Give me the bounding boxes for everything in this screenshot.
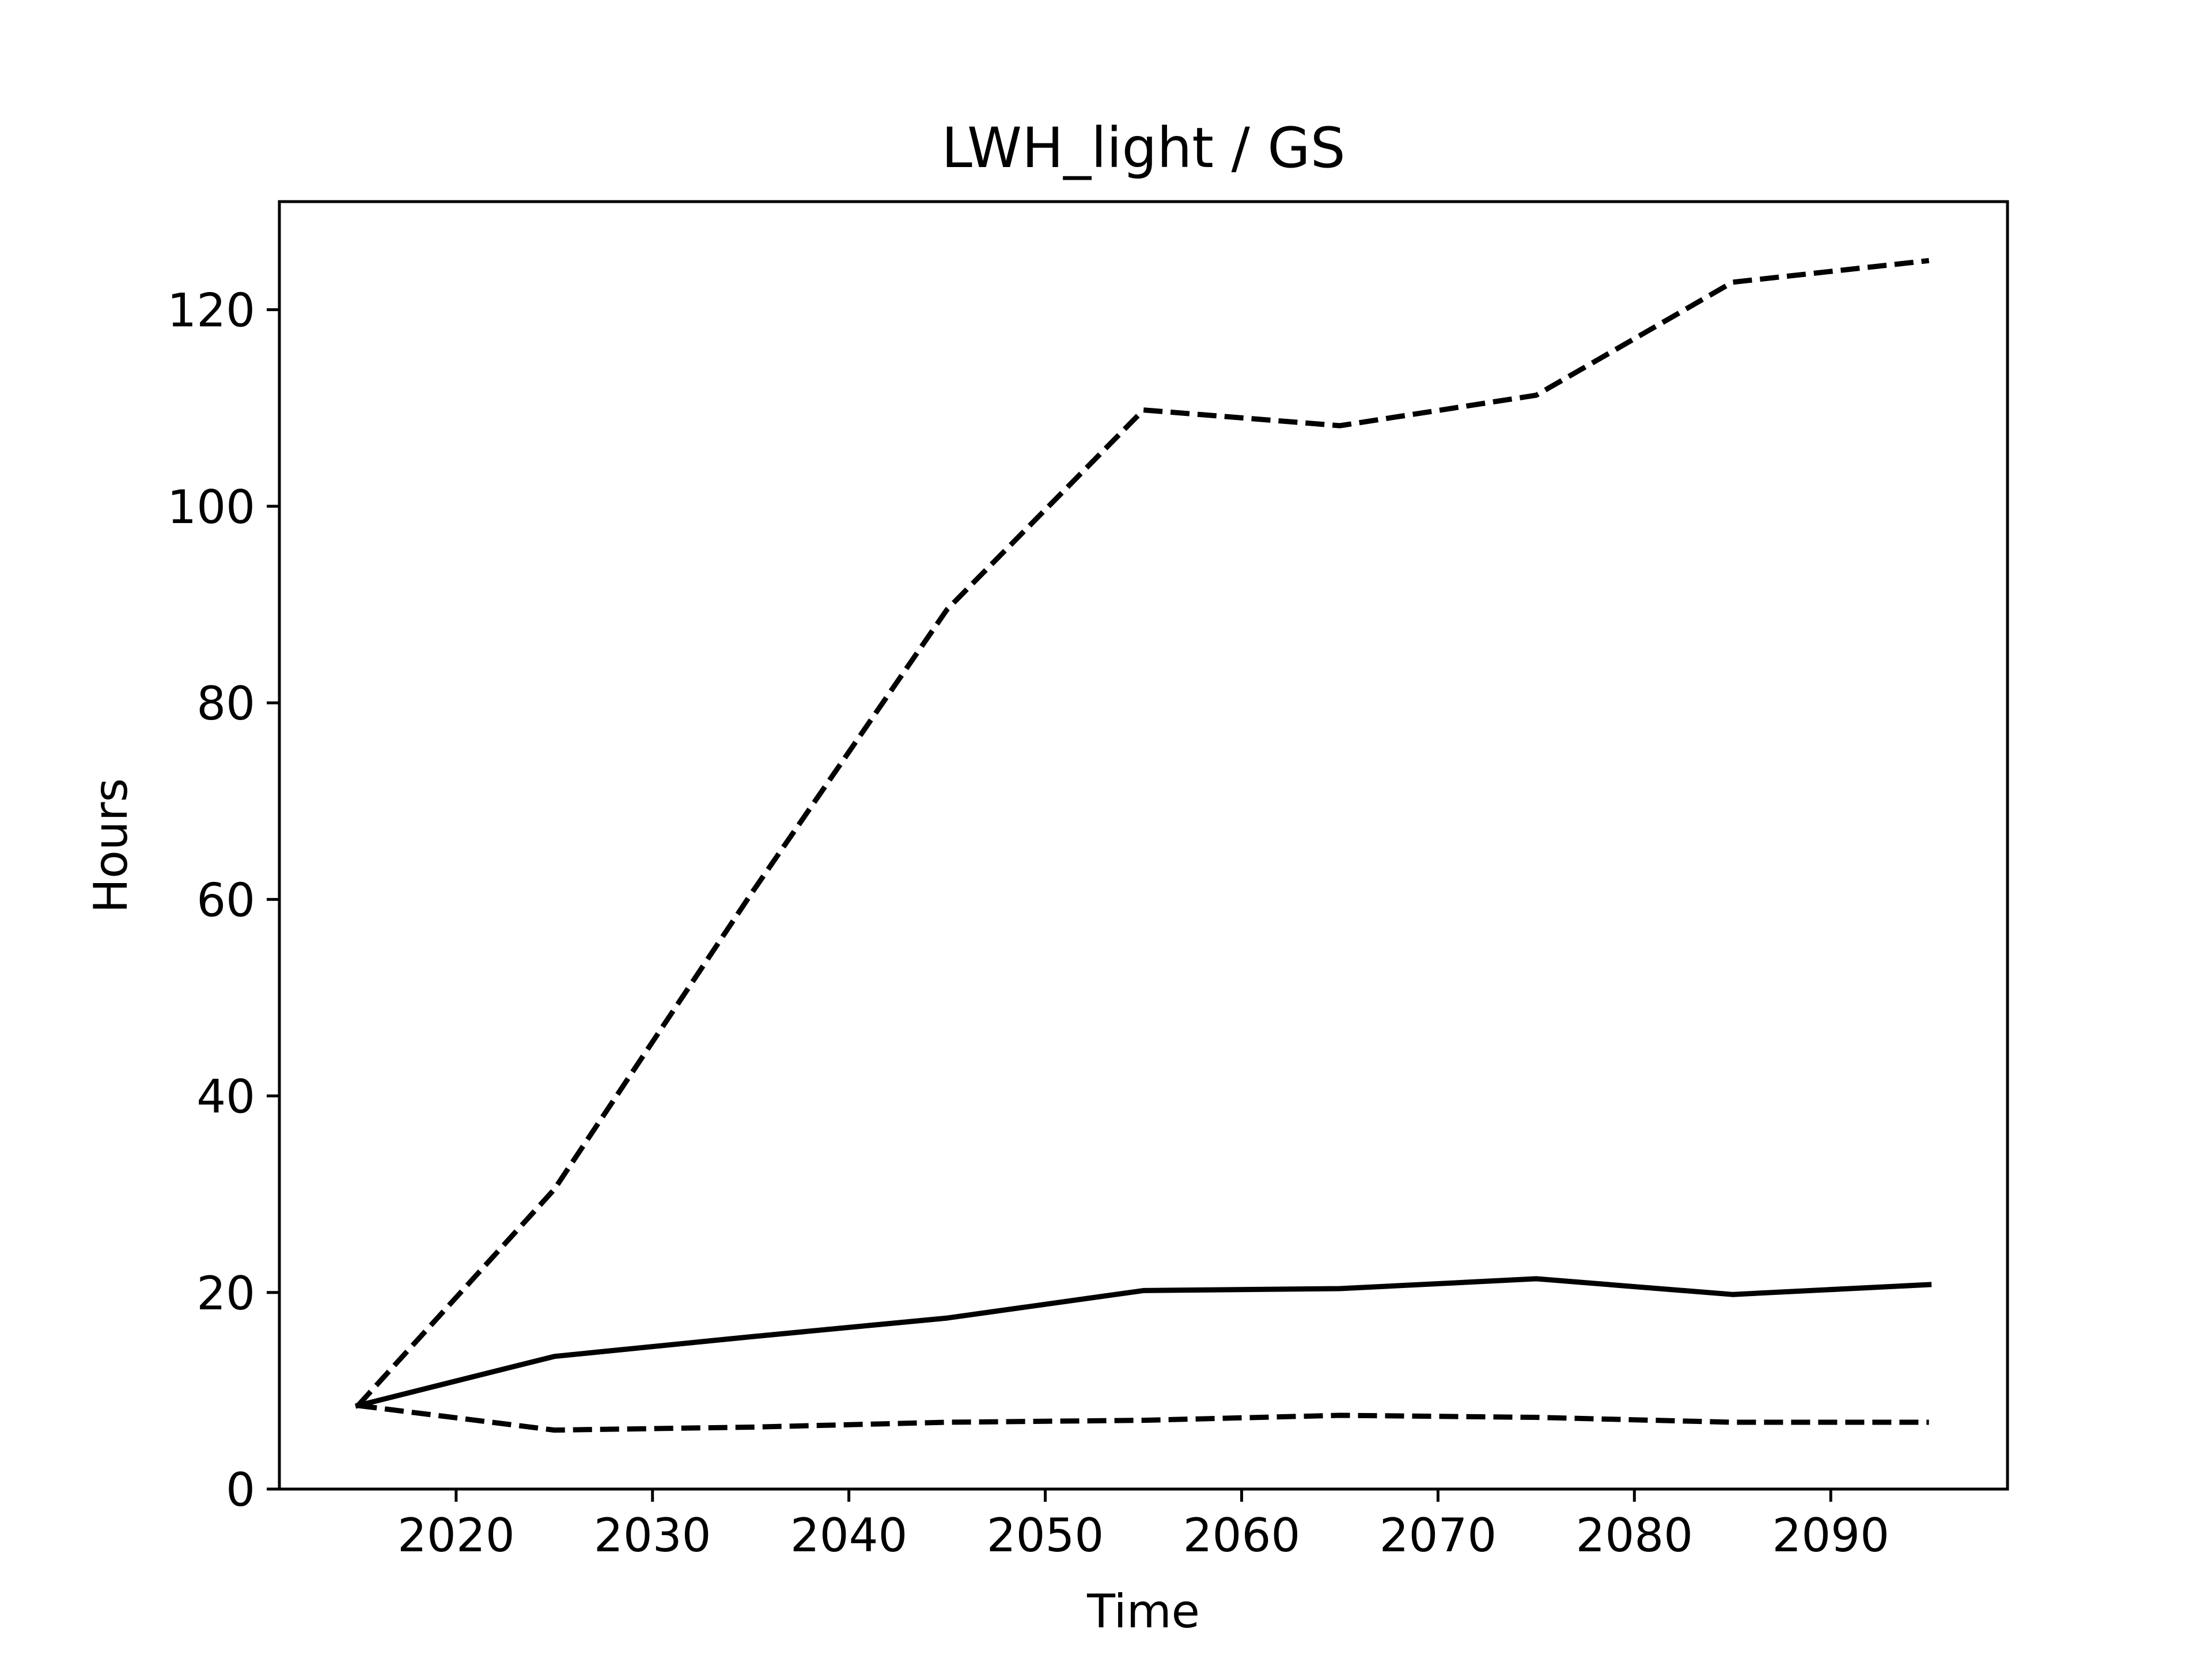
chart-title: LWH_light / GS xyxy=(941,116,1345,180)
x-tick-label: 2080 xyxy=(1575,1509,1693,1562)
x-axis-label: Time xyxy=(1086,1585,1200,1638)
y-tick-label: 80 xyxy=(196,677,255,730)
x-tick-label: 2020 xyxy=(397,1509,515,1562)
x-tick-label: 2070 xyxy=(1380,1509,1497,1562)
series-line-3 xyxy=(357,1403,1929,1433)
series-layer xyxy=(354,257,1932,1433)
y-tick-label: 100 xyxy=(167,480,255,534)
x-tick-label: 2040 xyxy=(790,1509,908,1562)
x-tick-label: 2060 xyxy=(1183,1509,1301,1562)
y-axis-ticks: 0 20 40 60 80 100 120 xyxy=(167,284,279,1517)
x-tick-label: 2090 xyxy=(1772,1509,1889,1562)
y-tick-label: 40 xyxy=(196,1070,255,1124)
x-tick-label: 2050 xyxy=(987,1509,1104,1562)
series-line-2 xyxy=(354,1276,1932,1409)
plot-frame xyxy=(278,200,2009,1491)
y-tick-label: 0 xyxy=(226,1463,255,1517)
series-line-1 xyxy=(356,257,1930,1408)
y-axis-label: Hours xyxy=(84,778,138,913)
x-tick-label: 2030 xyxy=(594,1509,711,1562)
y-tick-label: 20 xyxy=(196,1267,255,1320)
x-axis-ticks: 2020 2030 2040 2050 2060 2070 2080 2090 xyxy=(397,1489,1889,1562)
y-tick-label: 120 xyxy=(167,284,255,338)
y-tick-label: 60 xyxy=(196,873,255,927)
